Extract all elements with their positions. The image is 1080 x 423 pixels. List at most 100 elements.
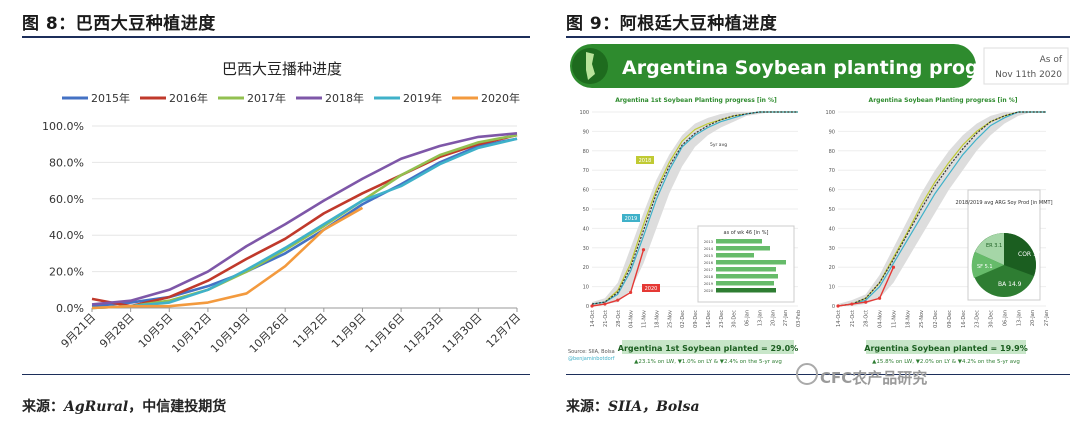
as-of-label: As of xyxy=(1040,55,1063,65)
legend-item: 2015年 xyxy=(62,91,130,105)
right-bottom-rule xyxy=(566,374,1070,375)
mini-y-label: 90 xyxy=(583,129,589,135)
y-tick-label: 60.0% xyxy=(49,193,84,206)
series-line-2016年 xyxy=(91,133,518,308)
figure-9-title: 图 9：阿根廷大豆种植进度 xyxy=(566,14,778,34)
argentina-map-shape xyxy=(586,52,595,80)
source-small: Source: SIIA, Bolsa xyxy=(568,349,615,355)
pie-title: 2018/2019 avg ARG Soy Prod [in MMT] xyxy=(955,200,1052,206)
mini-y-label: 50 xyxy=(583,207,589,213)
x-tick-label: 11月16日 xyxy=(363,311,408,356)
mini-x-label: 30-Dec xyxy=(732,310,738,328)
mini-y-label: 0 xyxy=(586,304,589,310)
inset-bar-label: 2015 xyxy=(704,254,713,258)
inset-bar-label: 2016 xyxy=(704,261,714,265)
y-tick-label: 80.0% xyxy=(49,156,84,169)
mini-x-label: 21-Oct xyxy=(603,310,609,327)
mini-y-label: 60 xyxy=(583,188,589,194)
mini-x-label: 02-Dec xyxy=(680,310,686,328)
legend-label: 2017年 xyxy=(247,91,286,105)
inset-bar-label: 2014 xyxy=(704,247,714,251)
mini-series-5yr xyxy=(591,111,798,305)
panel1-footer: Argentina 1st Soybean planted = 29.0% xyxy=(618,344,798,353)
mini-y-label: 70 xyxy=(829,168,835,174)
panel2-title: Argentina Soybean Planting progress [in … xyxy=(869,97,1018,104)
inset-title: as of wk 46 [in %] xyxy=(724,230,769,236)
left-source: 来源：AgRural，中信建投期货 xyxy=(22,396,226,416)
x-tick-label: 12月7日 xyxy=(484,311,524,351)
mini-x-label: 23-Dec xyxy=(719,310,725,328)
left-bottom-rule xyxy=(22,374,530,375)
x-tick-label: 9月21日 xyxy=(59,311,99,351)
pie-label-er: ER 3.1 xyxy=(986,243,1002,249)
panel1-chart: 0 10 20 30 40 50 60 70 80 90 100 14-Oct 21-Oct 28-Oct… xyxy=(579,110,802,328)
series-line-2015年 xyxy=(91,137,518,308)
mini-x-label: 14-Oct xyxy=(590,310,596,327)
range-band xyxy=(592,112,798,306)
mini-x-label: 04-Nov xyxy=(629,310,635,328)
mini-y-label: 100 xyxy=(579,110,589,116)
mini-y-label: 10 xyxy=(829,285,835,291)
mini-x-label: 20-Jan xyxy=(1030,310,1036,326)
mini-x-label: 21-Oct xyxy=(850,310,856,327)
legend-label: 2018年 xyxy=(325,91,364,105)
legend-item: 2019年 xyxy=(374,91,442,105)
mini-x-label: 13-Jan xyxy=(1016,310,1022,326)
legend-item: 2018年 xyxy=(296,91,364,105)
inset-bar-label: 2017 xyxy=(704,268,713,272)
mini-point-2020 xyxy=(629,290,633,295)
mini-point-2020 xyxy=(616,298,620,302)
inset-bar xyxy=(716,281,774,286)
mini-x-label: 18-Nov xyxy=(654,310,660,328)
wechat-icon xyxy=(796,363,818,385)
x-tick-label: 9月28日 xyxy=(97,311,137,351)
source-rest: ，中信建投期货 xyxy=(128,399,227,415)
inset-bar xyxy=(716,267,776,272)
mini-x-label: 18-Nov xyxy=(905,310,911,328)
legend-item: 2017年 xyxy=(218,91,286,105)
mini-x-label: 11-Nov xyxy=(642,310,648,328)
panel1-footer-bg xyxy=(622,340,794,354)
mini-y-label: 20 xyxy=(583,265,589,271)
mini-y-label: 20 xyxy=(829,265,835,271)
mini-y-label: 40 xyxy=(829,226,835,232)
mini-y-label: 30 xyxy=(829,246,835,252)
source-prefix: 来源： xyxy=(566,399,608,415)
mini-x-label: 23-Dec xyxy=(975,310,981,328)
banner-title: Argentina Soybean planting progress xyxy=(622,57,1024,79)
figure-8-title: 图 8：巴西大豆种植进度 xyxy=(22,14,216,34)
source-agrural: AgRural xyxy=(64,399,129,415)
panel1-title: Argentina 1st Soybean Planting progress … xyxy=(615,97,777,104)
x-tick-label: 10月5日 xyxy=(136,311,176,351)
x-tick-label: 11月30日 xyxy=(440,311,485,356)
mini-x-label: 25-Nov xyxy=(919,310,925,328)
pie-label-ba: BA 14.9 xyxy=(998,281,1022,288)
x-tick-label: 10月12日 xyxy=(169,311,214,356)
handle: @benjaminbotdorf xyxy=(568,356,615,362)
series-tag-bg xyxy=(642,284,660,292)
mini-x-label: 04-Nov xyxy=(878,310,884,328)
series-tag: 2018 xyxy=(639,158,652,164)
series-tag-bg xyxy=(622,214,640,222)
mini-point-2020 xyxy=(836,304,840,308)
mini-x-label: 09-Dec xyxy=(693,310,699,328)
inset-bar xyxy=(716,239,762,244)
mini-x-label: 13-Jan xyxy=(757,310,763,326)
mini-point-2020 xyxy=(603,302,607,306)
series-tag: 2020 xyxy=(645,286,658,292)
mini-x-label: 16-Dec xyxy=(961,310,967,328)
legend-item: 2020年 xyxy=(452,91,520,105)
mini-y-label: 70 xyxy=(583,168,589,174)
mini-x-label: 11-Nov xyxy=(891,310,897,328)
mini-point-2020 xyxy=(864,300,868,304)
argentina-infographic: Argentina Soybean planting progress As o… xyxy=(568,44,1069,365)
mini-y-label: 90 xyxy=(829,129,835,135)
mini-x-label: 06-Jan xyxy=(1002,310,1008,326)
x-tick-label: 11月23日 xyxy=(401,311,446,356)
brazil-planting-chart: 巴西大豆播种进度 2015年 2016年 2017年 2018年 2019年 2020年 … xyxy=(42,60,524,356)
mini-y-label: 40 xyxy=(583,226,589,232)
pie-slice-er xyxy=(975,233,1004,265)
y-tick-label: 100.0% xyxy=(42,120,84,133)
series-tag: 2019 xyxy=(625,216,638,222)
